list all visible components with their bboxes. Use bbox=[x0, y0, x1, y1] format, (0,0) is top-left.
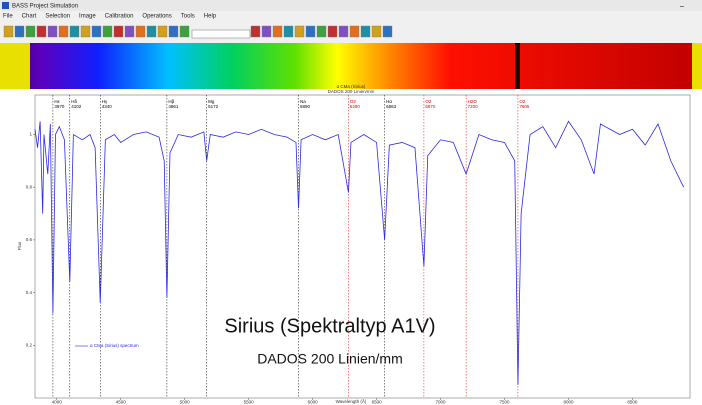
toolbar-button[interactable] bbox=[113, 25, 124, 38]
chart-area bbox=[0, 89, 702, 405]
line-wavelength: 5172 bbox=[208, 104, 219, 109]
y-tick-label: 1 bbox=[29, 132, 32, 137]
menu-item[interactable]: Selection bbox=[45, 14, 70, 20]
strip-right-end bbox=[692, 43, 702, 89]
strip-absorption bbox=[515, 43, 520, 89]
spectrum-line bbox=[34, 120, 684, 385]
chart-subtitle: DADOS 200 Linien/mm bbox=[328, 89, 375, 94]
x-tick-label: 6500 bbox=[372, 400, 383, 405]
menu-item[interactable]: Image bbox=[79, 14, 96, 20]
line-name: Hδ bbox=[71, 99, 77, 104]
x-tick-label: 6000 bbox=[308, 400, 319, 405]
line-name: O2 bbox=[519, 99, 526, 104]
line-wavelength: 7605 bbox=[519, 104, 530, 109]
toolbar-button[interactable] bbox=[58, 25, 69, 38]
y-tick-label: 0.8 bbox=[26, 184, 33, 189]
menu-item[interactable]: Chart bbox=[22, 14, 37, 20]
menu-item[interactable]: Calibration bbox=[105, 14, 134, 20]
line-wavelength: 3970 bbox=[54, 104, 65, 109]
toolbar-button[interactable] bbox=[294, 25, 305, 38]
line-wavelength: 5890 bbox=[300, 104, 311, 109]
toolbar-button[interactable] bbox=[338, 25, 349, 38]
toolbar-button[interactable] bbox=[25, 25, 36, 38]
toolbar-button[interactable] bbox=[272, 25, 283, 38]
toolbar-button[interactable] bbox=[146, 25, 157, 38]
line-name: Mg bbox=[208, 99, 215, 104]
toolbar-button[interactable] bbox=[327, 25, 338, 38]
line-wavelength: 4861 bbox=[168, 104, 179, 109]
y-tick-label: 0.2 bbox=[26, 342, 33, 347]
toolbar-button[interactable] bbox=[316, 25, 327, 38]
toolbar-button[interactable] bbox=[3, 25, 14, 38]
strip-left-end bbox=[0, 43, 30, 89]
toolbar-button[interactable] bbox=[371, 25, 382, 38]
plot-frame bbox=[34, 94, 691, 399]
x-tick-label: 5500 bbox=[244, 400, 255, 405]
image-mode-dropdown[interactable] bbox=[191, 29, 251, 39]
x-tick-label: 5000 bbox=[180, 400, 191, 405]
caption-title: Sirius (Spektraltyp A1V) bbox=[224, 315, 435, 337]
line-name: Hα bbox=[386, 99, 392, 104]
toolbar-button[interactable] bbox=[102, 25, 113, 38]
line-name: Na bbox=[300, 99, 306, 104]
toolbar-button[interactable] bbox=[283, 25, 294, 38]
line-wavelength: 4102 bbox=[71, 104, 82, 109]
toolbar-button[interactable] bbox=[360, 25, 371, 38]
x-tick-label: 7000 bbox=[436, 400, 447, 405]
toolbar-button[interactable] bbox=[179, 25, 190, 38]
toolbar-button[interactable] bbox=[14, 25, 25, 38]
x-tick-label: 4500 bbox=[116, 400, 127, 405]
line-name: O2 bbox=[350, 99, 357, 104]
toolbar-button[interactable] bbox=[36, 25, 47, 38]
line-wavelength: 7200 bbox=[468, 104, 479, 109]
toolbar-button[interactable] bbox=[382, 25, 393, 38]
minimize-button[interactable]: – bbox=[680, 3, 684, 10]
app-icon bbox=[2, 2, 9, 9]
toolbar-button[interactable] bbox=[135, 25, 146, 38]
toolbar-button[interactable] bbox=[168, 25, 179, 38]
legend-entry: α CMa (Sirius) spectrum bbox=[90, 343, 139, 348]
menu-item[interactable]: File bbox=[3, 14, 13, 20]
toolbar-button[interactable] bbox=[305, 25, 316, 38]
menu-item[interactable]: Operations bbox=[142, 14, 171, 20]
toolbar-button[interactable] bbox=[250, 25, 261, 38]
x-tick-label: 8000 bbox=[563, 400, 574, 405]
toolbar-button[interactable] bbox=[47, 25, 58, 38]
y-tick-label: 0.4 bbox=[26, 290, 33, 295]
x-tick-label: 4000 bbox=[52, 400, 63, 405]
toolbar-button[interactable] bbox=[124, 25, 135, 38]
y-axis-label: Flux bbox=[17, 241, 22, 250]
x-tick-label: 8500 bbox=[627, 400, 638, 405]
line-wavelength: 4340 bbox=[102, 104, 113, 109]
line-wavelength: 6870 bbox=[425, 104, 436, 109]
x-tick-label: 7500 bbox=[499, 400, 510, 405]
caption-subtitle: DADOS 200 Linien/mm bbox=[257, 351, 403, 367]
menu-item[interactable]: Help bbox=[204, 14, 217, 20]
toolbar-button[interactable] bbox=[69, 25, 80, 38]
y-tick-label: 0.6 bbox=[26, 237, 33, 242]
x-axis-label: Wavelength (Å) bbox=[336, 398, 367, 404]
line-name: H2O bbox=[468, 99, 478, 104]
chart-title: α CMa (Sirius) bbox=[337, 84, 366, 89]
toolbar-button[interactable] bbox=[80, 25, 91, 38]
line-name: O2 bbox=[425, 99, 432, 104]
title-bar bbox=[0, 0, 702, 11]
line-name: Hε bbox=[54, 99, 59, 104]
window-title: BASS Project Simulation bbox=[12, 4, 78, 10]
spectrum-strip bbox=[0, 43, 702, 89]
menu-item[interactable]: Tools bbox=[181, 14, 195, 20]
line-wavelength: 6563 bbox=[386, 104, 397, 109]
toolbar-button[interactable] bbox=[261, 25, 272, 38]
line-wavelength: 6280 bbox=[350, 104, 361, 109]
line-name: Hβ bbox=[168, 99, 174, 104]
toolbar-button[interactable] bbox=[349, 25, 360, 38]
toolbar-button[interactable] bbox=[157, 25, 168, 38]
line-name: Hγ bbox=[102, 99, 108, 104]
toolbar-button[interactable] bbox=[91, 25, 102, 38]
